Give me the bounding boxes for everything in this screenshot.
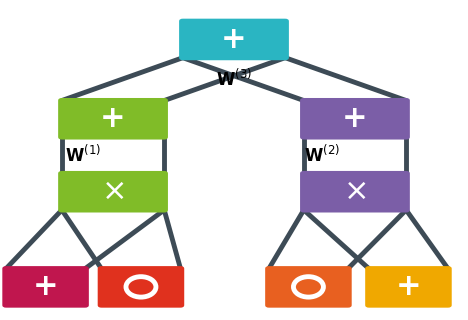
FancyBboxPatch shape	[265, 266, 351, 308]
Text: $\times$: $\times$	[102, 177, 125, 206]
Text: +: +	[33, 272, 58, 301]
FancyBboxPatch shape	[58, 171, 168, 212]
Text: +: +	[221, 25, 247, 54]
Text: +: +	[342, 104, 368, 133]
Text: +: +	[395, 272, 421, 301]
FancyBboxPatch shape	[2, 266, 89, 308]
Text: $\mathbf{W}^{(3)}$: $\mathbf{W}^{(3)}$	[216, 68, 252, 90]
Text: $\mathbf{W}^{(2)}$: $\mathbf{W}^{(2)}$	[304, 145, 340, 166]
FancyBboxPatch shape	[300, 98, 410, 140]
FancyBboxPatch shape	[365, 266, 452, 308]
Text: $\mathbf{W}^{(1)}$: $\mathbf{W}^{(1)}$	[65, 145, 101, 166]
Text: +: +	[100, 104, 126, 133]
Text: $\times$: $\times$	[343, 177, 366, 206]
FancyBboxPatch shape	[58, 98, 168, 140]
FancyBboxPatch shape	[300, 171, 410, 212]
FancyBboxPatch shape	[179, 19, 289, 60]
FancyBboxPatch shape	[98, 266, 184, 308]
